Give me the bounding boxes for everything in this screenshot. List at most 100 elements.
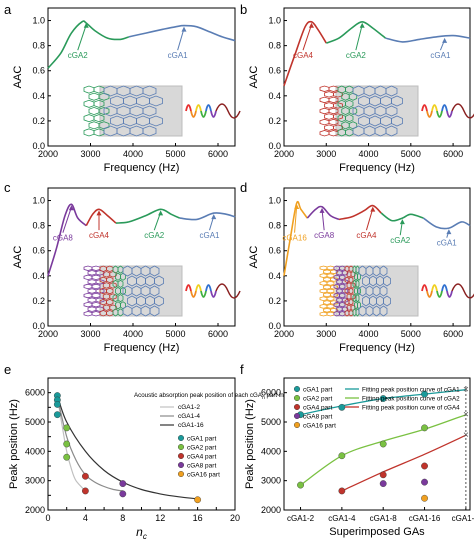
honeycomb-cell bbox=[326, 265, 335, 271]
arrow-head bbox=[181, 26, 187, 32]
y-axis-label: AAC bbox=[248, 246, 260, 269]
honeycomb-cell bbox=[319, 311, 328, 317]
honeycomb-cell bbox=[326, 273, 335, 278]
annotation-arrow bbox=[294, 206, 298, 233]
honeycomb-cell bbox=[330, 269, 338, 275]
arrow-head bbox=[370, 206, 376, 212]
data-point bbox=[297, 481, 304, 489]
honeycomb-cell bbox=[323, 277, 331, 282]
honeycomb-cell bbox=[149, 285, 160, 297]
honeycomb-cell bbox=[83, 265, 93, 271]
y-axis-label: Peak position (Hz) bbox=[244, 399, 256, 489]
y-tick-label: 6000 bbox=[25, 388, 45, 398]
honeycomb-cell bbox=[149, 115, 163, 127]
legend-title-tail: part in bbox=[265, 392, 284, 399]
y-tick-label: 6000 bbox=[261, 388, 281, 398]
inset-backing bbox=[99, 85, 183, 137]
x-tick-label: 4000 bbox=[359, 329, 379, 339]
honeycomb-cell bbox=[326, 280, 335, 286]
x-tick-label: 8 bbox=[120, 513, 125, 523]
y-tick-label: 1.0 bbox=[32, 16, 45, 26]
y-tick-label: 0.8 bbox=[268, 41, 281, 51]
sound-wave-tail bbox=[215, 283, 241, 299]
honeycomb-cell bbox=[391, 115, 403, 127]
annotation-arrow bbox=[365, 208, 374, 231]
sound-wave bbox=[446, 110, 453, 118]
y-tick-label: 0.4 bbox=[32, 271, 45, 281]
legend-marker bbox=[294, 395, 301, 402]
legend-marker bbox=[294, 386, 301, 393]
y-tick-label: 0.0 bbox=[32, 321, 45, 331]
data-point bbox=[119, 490, 127, 498]
x-tick-label: 0 bbox=[45, 513, 50, 523]
sound-wave bbox=[446, 290, 453, 298]
honeycomb-cell bbox=[142, 105, 157, 117]
trend-line bbox=[56, 397, 86, 492]
legend-point-label: cGA4 part bbox=[187, 454, 216, 461]
aac-curve-cGA4 bbox=[85, 208, 117, 226]
legend-point-label: cGA2 part bbox=[303, 396, 332, 403]
honeycomb-cell bbox=[106, 276, 114, 284]
sound-wave bbox=[185, 104, 192, 112]
y-tick-label: 0.4 bbox=[268, 271, 281, 281]
honeycomb-cell bbox=[341, 297, 349, 303]
y-tick-label: 0.6 bbox=[32, 246, 45, 256]
honeycomb-cell bbox=[142, 85, 157, 97]
honeycomb-cell bbox=[323, 307, 331, 313]
y-axis-label: AAC bbox=[248, 66, 260, 89]
honeycomb-cell bbox=[319, 130, 330, 137]
sound-wave bbox=[205, 284, 212, 292]
honeycomb-cell bbox=[149, 95, 163, 107]
aac-curve-cGA1 bbox=[385, 34, 471, 43]
honeycomb-cell bbox=[391, 95, 403, 107]
honeycomb-cell bbox=[385, 105, 398, 117]
legend-marker bbox=[177, 435, 184, 442]
legend-fit-label: Fitting peak position curve of cGA4 bbox=[362, 405, 460, 412]
sound-wave bbox=[190, 290, 197, 298]
panel-c: 2000 3000 4000 5000 6000 0.0 0.2 0.4 0.6 0.8 1.0 Fr… bbox=[12, 187, 241, 354]
sound-wave bbox=[436, 290, 443, 298]
honeycomb-cell bbox=[339, 292, 346, 299]
legend-point-label: cGA1 part bbox=[187, 436, 216, 443]
sound-wave bbox=[205, 104, 212, 112]
x-tick-label: 12 bbox=[155, 513, 165, 523]
fit-curve bbox=[341, 434, 467, 492]
honeycomb-cell bbox=[341, 288, 349, 294]
honeycomb-cell bbox=[142, 125, 157, 137]
peak-label: cGA16 bbox=[282, 234, 307, 243]
peak-label: cGA2 bbox=[346, 51, 367, 60]
honeycomb-cell bbox=[355, 308, 360, 317]
legend-point-label: cGA8 part bbox=[187, 463, 216, 470]
data-point bbox=[194, 496, 202, 504]
legend-marker bbox=[294, 404, 301, 411]
x-tick-label: 5000 bbox=[401, 149, 421, 159]
data-point bbox=[421, 462, 428, 470]
legend-marker bbox=[294, 422, 301, 429]
x-tick-label: 4 bbox=[83, 513, 88, 523]
honeycomb-cell bbox=[323, 292, 331, 298]
data-point bbox=[379, 471, 387, 479]
x-tick-label: cGA1-w bbox=[452, 514, 474, 523]
y-tick-label: 0.6 bbox=[32, 66, 45, 76]
data-point bbox=[379, 440, 387, 448]
x-tick-label: 4000 bbox=[123, 329, 143, 339]
data-point bbox=[82, 472, 89, 480]
honeycomb-cell bbox=[87, 297, 97, 303]
honeycomb-cell bbox=[87, 288, 97, 294]
arrow-head bbox=[294, 204, 300, 210]
sound-wave bbox=[421, 284, 428, 292]
peak-label: cGA1 bbox=[168, 51, 189, 60]
legend-marker bbox=[177, 471, 184, 478]
honeycomb-cell bbox=[91, 292, 101, 299]
peak-label: cGA2 bbox=[144, 231, 165, 240]
panel-a: 2000 3000 4000 5000 6000 0.0 0.2 0.4 0.6 0.8 1.0 Fr… bbox=[12, 7, 241, 174]
arrow-head bbox=[446, 229, 452, 235]
data-point bbox=[338, 452, 346, 460]
x-tick-label: 3000 bbox=[316, 149, 336, 159]
honeycomb-cell bbox=[149, 265, 160, 277]
legend-point-label: cGA1 part bbox=[303, 387, 332, 394]
data-point bbox=[421, 494, 428, 502]
y-tick-label: 0.0 bbox=[268, 141, 281, 151]
aac-curve-cGA4 bbox=[283, 20, 327, 87]
